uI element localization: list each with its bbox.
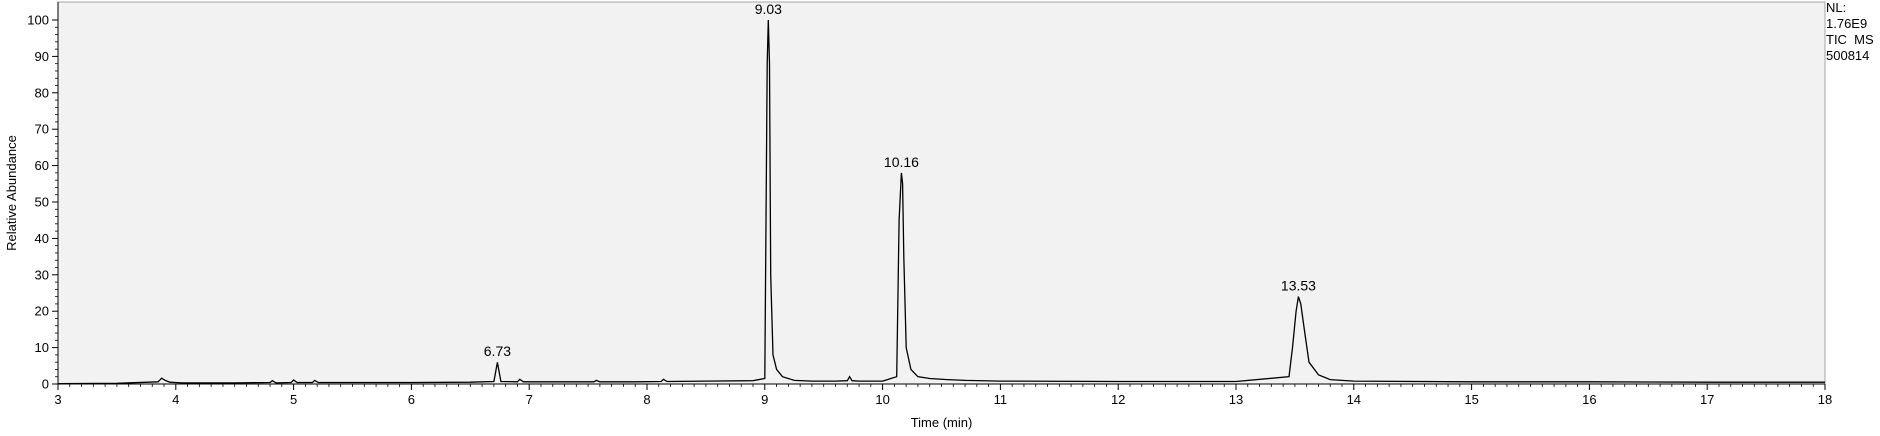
x-tick-label: 4: [172, 392, 179, 407]
peak-label: 13.53: [1281, 278, 1316, 294]
x-tick-label: 6: [408, 392, 415, 407]
y-tick-label: 0: [42, 377, 49, 392]
x-tick-label: 10: [875, 392, 889, 407]
y-tick-label: 90: [35, 49, 49, 64]
x-tick-label: 3: [54, 392, 61, 407]
y-tick-label: 80: [35, 85, 49, 100]
y-tick-label: 40: [35, 231, 49, 246]
peak-label: 9.03: [755, 1, 782, 17]
x-tick-label: 15: [1464, 392, 1478, 407]
y-tick-label: 20: [35, 304, 49, 319]
plot-area: [57, 1, 1826, 385]
x-tick-label: 9: [761, 392, 768, 407]
y-tick-label: 10: [35, 340, 49, 355]
nl-value: 1.76E9: [1826, 16, 1868, 31]
y-axis-title: Relative Abundance: [4, 135, 19, 251]
x-tick-label: 8: [643, 392, 650, 407]
x-tick-label: 13: [1229, 392, 1243, 407]
x-tick-label: 5: [290, 392, 297, 407]
info-box: NL: 1.76E9 TIC MS 500814: [1826, 0, 1874, 64]
sample-name: 500814: [1826, 48, 1870, 63]
axes: 3 4 5 6 7 8 9 10 11 12 13 14 15 16 17 18 0 10 20 30 40 50 60 70…: [27, 2, 1832, 407]
y-tick-label: 60: [35, 158, 49, 173]
x-tick-label: 18: [1818, 392, 1832, 407]
peak-label: 10.16: [884, 154, 919, 170]
tic-trace-line: [57, 19, 1825, 385]
y-tick-label: 30: [35, 267, 49, 282]
x-tick-label: 14: [1347, 392, 1361, 407]
scan-filter: TIC MS: [1826, 32, 1874, 47]
nl-label: NL:: [1826, 0, 1847, 15]
x-tick-label: 12: [1111, 392, 1125, 407]
y-tick-label: 100: [27, 13, 49, 28]
peak-labels: 6.73 9.03 10.16 13.53: [484, 1, 1316, 359]
y-tick-label: 50: [35, 195, 49, 210]
y-tick-label: 70: [35, 122, 49, 137]
x-tick-label: 11: [994, 392, 1008, 407]
x-tick-label: 7: [526, 392, 533, 407]
peak-label: 6.73: [484, 343, 511, 359]
x-tick-label: 16: [1582, 392, 1596, 407]
x-tick-label: 17: [1700, 392, 1714, 407]
x-axis-title: Time (min): [911, 415, 973, 430]
